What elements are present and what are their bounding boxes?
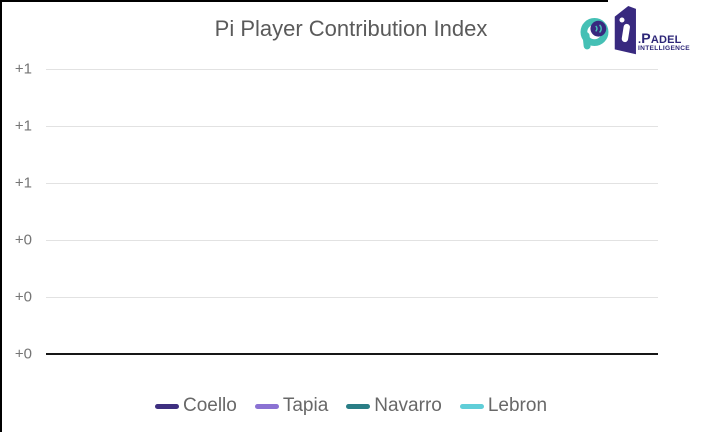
y-tick-label: +1 — [14, 117, 32, 135]
gridline — [46, 239, 658, 241]
legend-item-coello[interactable]: Coello — [154, 395, 237, 417]
legend-item-tapia[interactable]: Tapia — [254, 395, 329, 417]
legend-marker-icon — [459, 403, 484, 409]
legend-label: Tapia — [282, 395, 329, 416]
y-tick-label: +0 — [14, 288, 32, 306]
gridline — [46, 125, 658, 127]
legend-item-navarro[interactable]: Navarro — [346, 395, 442, 417]
legend-label: Coello — [182, 395, 237, 416]
legend: Coello Tapia Navarro Lebron — [0, 393, 702, 419]
y-tick-label: +0 — [14, 231, 32, 249]
padel-intelligence-logo: .PADEL INTELLIGENCE — [580, 6, 690, 65]
page-title: Pi Player Contribution Index — [214, 16, 488, 41]
legend-label: Navarro — [374, 395, 442, 416]
legend-label: Lebron — [487, 395, 548, 416]
logo-line1: .PADEL — [638, 29, 682, 46]
legend-marker-icon — [254, 403, 279, 409]
logo-line2: INTELLIGENCE — [638, 44, 690, 52]
gridline — [46, 182, 658, 184]
gridline — [46, 296, 658, 298]
legend-marker-icon — [154, 403, 179, 409]
legend-item-lebron[interactable]: Lebron — [459, 395, 548, 417]
x-axis-line — [46, 353, 658, 355]
padel-intelligence-mark-icon — [580, 6, 636, 65]
legend-marker-icon — [346, 403, 371, 409]
left-border — [0, 0, 2, 432]
y-tick-label: +1 — [14, 174, 32, 192]
y-tick-label: +1 — [14, 60, 32, 78]
logo-wordmark: .PADEL INTELLIGENCE — [638, 19, 690, 53]
top-border — [0, 0, 608, 2]
y-tick-label: +0 — [14, 345, 32, 363]
gridline — [46, 68, 658, 70]
